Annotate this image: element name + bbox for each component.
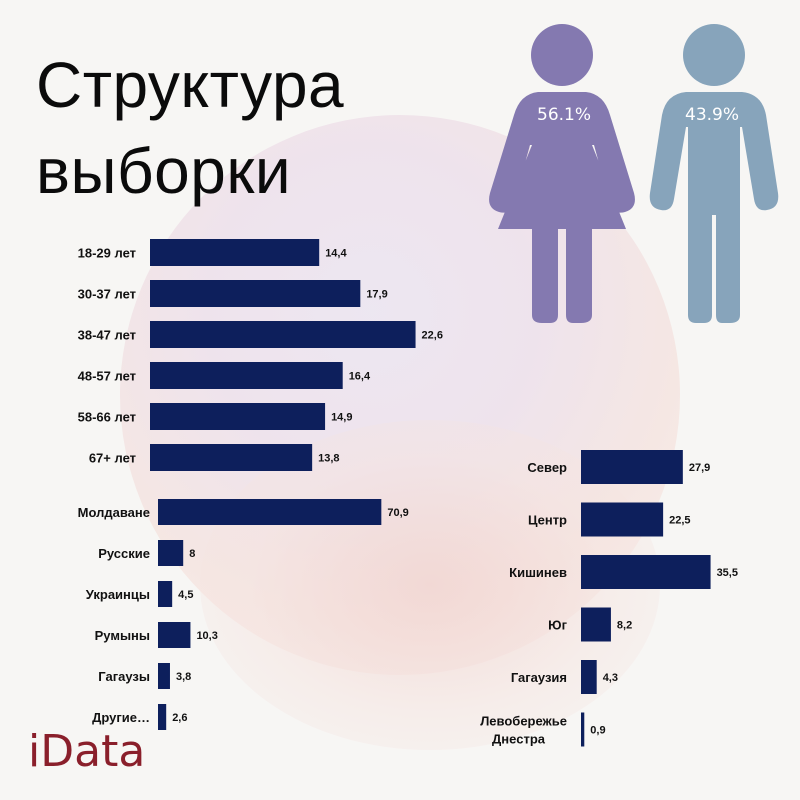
category-label: Юг xyxy=(548,618,567,633)
brand-logo: iData xyxy=(28,726,146,777)
bar-value-label: 70,9 xyxy=(387,507,408,519)
category-label: 18-29 лет xyxy=(78,246,136,261)
category-label: Молдаване xyxy=(78,505,150,520)
bar-value-label: 17,9 xyxy=(366,289,387,301)
bar xyxy=(150,239,320,266)
bar-value-label: 14,4 xyxy=(325,248,347,260)
bar-chart-3: 27,9 Север 22,5 Центр 35,5 Кишинев 8,2 Юг 4,3 Гаг… xyxy=(480,450,738,747)
category-label: Гагаузы xyxy=(98,669,150,684)
category-label: 48-57 лет xyxy=(78,369,136,384)
bar xyxy=(581,450,683,484)
bar-value-label: 4,3 xyxy=(603,672,618,684)
bar-value-label: 8 xyxy=(189,548,195,560)
bar xyxy=(158,704,167,730)
bar xyxy=(158,499,382,525)
page-title: Структура выборки xyxy=(36,42,344,214)
title-line-1: Структура xyxy=(36,49,345,121)
bar-chart-2: 70,9 Молдаване 8 Русские 4,5 Украинцы 10,3 Румы… xyxy=(78,499,409,730)
bar xyxy=(150,280,361,307)
bar xyxy=(158,663,170,689)
bar xyxy=(150,362,343,389)
bar xyxy=(158,581,173,607)
bar xyxy=(150,403,326,430)
category-label: 38-47 лет xyxy=(78,328,136,343)
category-label: Левобережье Днестра xyxy=(480,714,567,747)
male-percentage: 43.9% xyxy=(685,105,740,125)
bar-value-label: 22,5 xyxy=(669,515,690,527)
bar xyxy=(581,660,597,694)
bar xyxy=(581,502,664,537)
category-label: Украинцы xyxy=(86,587,150,602)
gender-infographic: 56.1% 43.9% xyxy=(480,15,790,330)
bar-value-label: 13,8 xyxy=(318,453,339,465)
bar xyxy=(158,622,191,648)
category-label: Гагаузия xyxy=(511,670,567,685)
bar xyxy=(150,444,313,471)
gender-figures xyxy=(489,24,779,323)
bar xyxy=(581,555,711,589)
bar-value-label: 10,3 xyxy=(196,630,217,642)
female-person-icon xyxy=(489,24,635,323)
bar-value-label: 27,9 xyxy=(689,462,710,474)
bar xyxy=(581,712,585,747)
category-label: Другие… xyxy=(92,710,150,725)
bar-value-label: 14,9 xyxy=(331,412,352,424)
title-line-2: выборки xyxy=(36,135,292,207)
bar-value-label: 2,6 xyxy=(172,712,187,724)
bar-value-label: 22,6 xyxy=(422,330,443,342)
bar-value-label: 4,5 xyxy=(178,589,193,601)
category-label: Центр xyxy=(528,513,567,528)
bar-value-label: 8,2 xyxy=(617,620,632,632)
male-person-icon xyxy=(649,24,779,323)
bar-value-label: 0,9 xyxy=(590,725,605,737)
category-label: Север xyxy=(527,460,567,475)
bar-value-label: 16,4 xyxy=(349,371,371,383)
bar-value-label: 35,5 xyxy=(717,567,738,579)
bar-chart-1: 14,4 18-29 лет 17,9 30-37 лет 22,6 38-47 лет 1… xyxy=(78,239,443,471)
category-label: 30-37 лет xyxy=(78,287,136,302)
category-label: Румыны xyxy=(95,628,150,643)
bar-value-label: 3,8 xyxy=(176,671,191,683)
category-label: Русские xyxy=(98,546,150,561)
category-label: Кишинев xyxy=(509,565,567,580)
female-percentage: 56.1% xyxy=(537,105,592,125)
bar xyxy=(150,321,416,348)
category-label: 67+ лет xyxy=(89,451,136,466)
bar xyxy=(158,540,184,566)
bar xyxy=(581,607,611,642)
category-label: 58-66 лет xyxy=(78,410,136,425)
